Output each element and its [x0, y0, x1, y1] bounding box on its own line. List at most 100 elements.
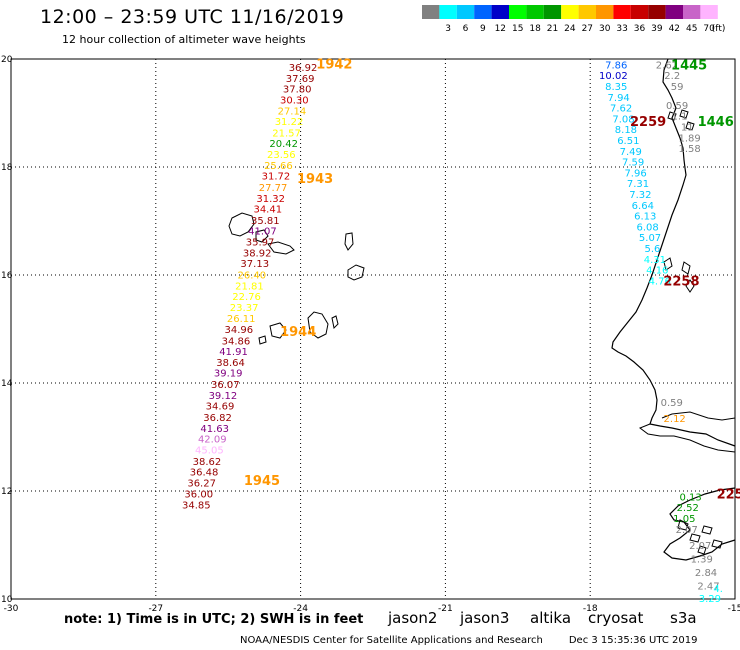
- wave-height-value: 42.09: [198, 435, 227, 446]
- wave-height-value: 20.42: [269, 139, 298, 150]
- wave-height-value: 1.39: [691, 555, 713, 566]
- footer-note: note: 1) Time is in UTC; 2) SWH is in fe…: [64, 612, 364, 627]
- pass-time-label: 1943: [297, 172, 333, 187]
- pass-time-label: 1945: [244, 474, 280, 489]
- color-scale-label: 9: [480, 24, 486, 34]
- color-scale-swatch: [683, 5, 701, 19]
- wave-height-value: 3.29: [699, 594, 721, 605]
- wave-height-value: 36.07: [211, 380, 240, 391]
- wave-height-value: 11: [681, 123, 694, 134]
- pass-time-label: 2258: [663, 274, 699, 289]
- wave-height-value: 7.59: [622, 158, 644, 169]
- x-tick-label: -30: [4, 604, 19, 614]
- pass-time-label: 1446: [698, 115, 734, 130]
- wave-height-value: 23.37: [230, 303, 259, 314]
- footer-credit-line: NOAA/NESDIS Center for Satellite Applica…: [240, 635, 697, 646]
- wave-height-value: 25.66: [264, 161, 293, 172]
- wave-height-value: 10.02: [599, 71, 628, 82]
- x-tick-label: -27: [148, 604, 163, 614]
- wave-height-value: 34.69: [206, 402, 235, 413]
- color-scale-swatch: [630, 5, 649, 19]
- wave-height-value: 38.92: [243, 248, 272, 259]
- nouakchott-lagoon: [663, 257, 695, 293]
- wave-height-value: 31.32: [256, 194, 285, 205]
- wave-height-value: 21.57: [272, 128, 301, 139]
- color-scale-swatch: [596, 5, 614, 19]
- wave-height-value: 4.31: [644, 255, 666, 266]
- x-tick-label: -15: [728, 604, 740, 614]
- wave-height-value: 36.92: [289, 63, 318, 74]
- color-scale-label: 70: [703, 24, 715, 34]
- map-axes: -30 -27 -24 -21 -18 -15 20 18 16 14 12 10: [1, 55, 740, 614]
- color-scale-swatch: [543, 5, 562, 19]
- page-title: 12:00 – 23:59 UTC 11/16/2019: [40, 6, 345, 28]
- color-scale-swatch: [526, 5, 544, 19]
- wave-height-value: 7.49: [620, 147, 642, 158]
- pass-time-label: 1944: [280, 325, 316, 340]
- wave-height-value: 0.59: [666, 101, 688, 112]
- wave-height-value: 34.41: [253, 205, 282, 216]
- wave-height-value: 34.85: [182, 501, 211, 512]
- color-scale-label: 42: [669, 24, 680, 34]
- coastline: [228, 58, 736, 561]
- wave-height-value: 37.69: [286, 74, 315, 85]
- wave-height-value: 36.27: [187, 478, 216, 489]
- color-scale-swatch: [509, 5, 527, 19]
- y-tick-label: 10: [1, 595, 13, 605]
- wave-height-value: 38.64: [216, 358, 245, 369]
- wave-height-value: 38.62: [193, 457, 222, 468]
- wave-height-value: 8.35: [605, 82, 627, 93]
- legend-altika: altika: [530, 609, 572, 627]
- wave-height-value: 7.86: [605, 60, 627, 71]
- africa-coastline: [611, 58, 736, 447]
- sao-nicolau-island: [267, 241, 295, 255]
- gambia-estuary: [638, 423, 736, 453]
- color-scale-swatch: [578, 5, 596, 19]
- page-subtitle: 12 hour collection of altimeter wave hei…: [62, 33, 306, 46]
- wave-height-value: 0.13: [679, 492, 701, 503]
- wave-height-value: 30.30: [280, 96, 309, 107]
- wave-height-value: 31.22: [275, 117, 304, 128]
- wave-height-value: 35.97: [246, 238, 275, 249]
- bijagos-islands: [677, 519, 723, 555]
- wave-height-value: 1.1: [672, 112, 688, 123]
- pass-time-labels: 1942 1943 1944 1945 1445 1446 2259 2258 225: [244, 57, 740, 502]
- wave-height-value: 31.72: [262, 172, 291, 183]
- wave-height-value: 37.13: [240, 259, 269, 270]
- wave-height-value: 7.96: [624, 168, 646, 179]
- wave-height-value: 36.00: [184, 490, 213, 501]
- wave-height-value: 2.62: [656, 60, 678, 71]
- map-gridlines: [11, 59, 735, 599]
- color-scale-swatch: [700, 5, 718, 19]
- fogo-island: [269, 322, 287, 339]
- pass-time-label: 2259: [630, 115, 666, 130]
- legend-s3a: s3a: [670, 609, 697, 627]
- y-tick-label: 12: [1, 487, 12, 497]
- pass-time-label: 225: [717, 488, 740, 503]
- brava-island: [258, 335, 267, 345]
- wave-height-value: 1.58: [678, 144, 700, 155]
- color-scale-swatch: [439, 5, 457, 19]
- wave-height-value: 6.51: [617, 136, 639, 147]
- pass-time-label: 1445: [671, 58, 707, 73]
- legend-cryosat: cryosat: [588, 609, 644, 627]
- wave-height-value: 27.77: [259, 183, 288, 194]
- wave-height-value: 45.05: [195, 445, 224, 456]
- wave-height-value: 7.08: [612, 114, 634, 125]
- y-tick-label: 14: [1, 379, 13, 389]
- wave-height-value: 5.6: [645, 244, 661, 255]
- color-scale-label: 30: [599, 24, 611, 34]
- pass-time-label: 1942: [316, 57, 352, 72]
- footer-credit: NOAA/NESDIS Center for Satellite Applica…: [240, 635, 543, 646]
- sal-island: [344, 232, 354, 251]
- guinea-bissau-coast: [663, 487, 736, 561]
- wave-height-value: 6.13: [634, 212, 656, 223]
- color-scale-label: 18: [529, 24, 541, 34]
- wave-height-value: 34.96: [224, 325, 253, 336]
- color-scale-label: 21: [547, 24, 558, 34]
- wave-height-value: 6.08: [637, 222, 659, 233]
- boa-vista-island: [347, 264, 365, 281]
- wave-height-value: 37.80: [283, 85, 312, 96]
- wave-height-value: 41.63: [200, 424, 229, 435]
- y-tick-label: 20: [1, 55, 13, 65]
